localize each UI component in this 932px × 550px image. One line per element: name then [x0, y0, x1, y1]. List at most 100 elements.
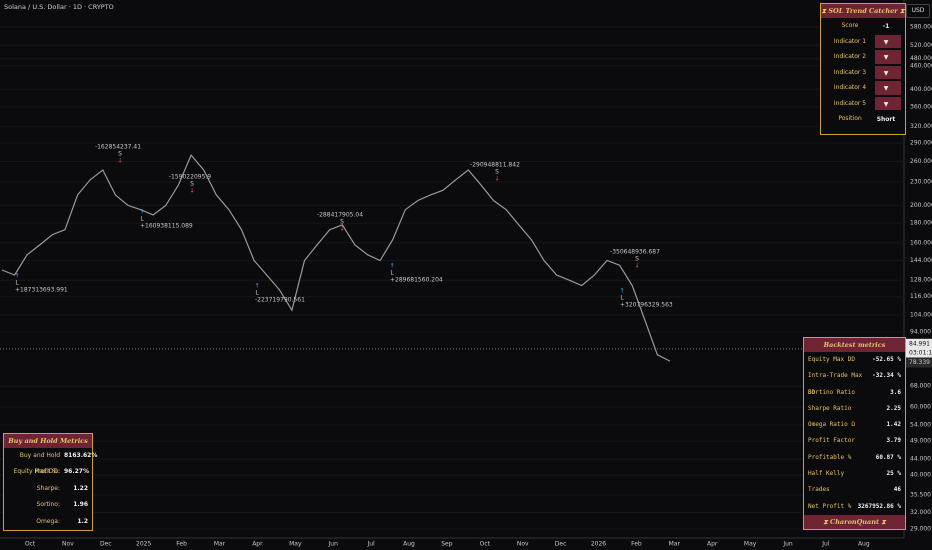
- low-price-box: [905, 357, 932, 368]
- row-value: 60.87 %: [875, 453, 901, 461]
- x-tick-label: Nov: [62, 541, 74, 548]
- y-tick-label: 116.000: [910, 293, 932, 300]
- row-label: Profit Factor: [808, 437, 855, 445]
- table-row: Indicator 1 ▼: [821, 34, 905, 50]
- trade-side: L: [255, 290, 259, 297]
- trade-profit: -162854237.41: [95, 144, 141, 151]
- row-value: ▼: [875, 96, 901, 110]
- y-tick-label: 29.000: [910, 526, 931, 533]
- y-tick-label: 49.000: [910, 438, 931, 445]
- row-label: Sortino Ratio: [808, 388, 855, 396]
- x-tick-label: Jun: [782, 541, 793, 548]
- x-tick-label: Mar: [214, 541, 226, 548]
- table-title: Buy and Hold Metrics: [4, 434, 92, 448]
- row-label: Score: [841, 22, 859, 29]
- y-tick-label: 520.000: [910, 42, 932, 49]
- x-tick-label: Oct: [25, 541, 36, 548]
- y-tick-label: 260.000: [910, 158, 932, 165]
- x-tick-label: Sep: [441, 541, 453, 548]
- x-tick-label: Dec: [100, 541, 112, 548]
- trade-arrow: ↑: [389, 263, 394, 270]
- x-tick-label: Apr: [252, 541, 263, 548]
- row-label: Intra-Trade Max DD: [808, 372, 863, 396]
- table-row: Equity Max DD -52.65 %: [804, 352, 905, 368]
- y-tick-label: 128.000: [910, 277, 932, 284]
- x-tick-label: Nov: [517, 541, 529, 548]
- y-tick-label: 400.000: [910, 86, 932, 93]
- row-label: Indicator 3: [833, 68, 867, 76]
- row-value: ▼: [875, 81, 901, 95]
- x-tick-label: Oct: [480, 541, 491, 548]
- row-value: 25 %: [886, 470, 901, 478]
- trade-arrow: ↓: [634, 263, 639, 270]
- currency-button[interactable]: USD: [906, 4, 930, 18]
- row-label: Indicator 2: [833, 53, 867, 60]
- row-label: Omega Ratio Ω: [808, 421, 855, 429]
- row-value: 96.27%: [64, 468, 89, 476]
- trade-side: S: [495, 169, 499, 176]
- row-value: 1.2: [77, 517, 88, 525]
- last-price-box: [905, 338, 932, 358]
- trade-arrow: ↓: [494, 176, 499, 183]
- buy-hold-table: Buy and Hold Metrics Buy and Hold Profit …: [3, 433, 97, 531]
- y-tick-label: 32.000: [910, 509, 931, 516]
- y-tick-label: 200.000: [910, 202, 932, 209]
- trade-side: L: [140, 216, 144, 223]
- row-label: Equity Max DD: [808, 356, 855, 363]
- y-tick-label: 320.000: [910, 123, 932, 130]
- table-row: Score -1: [821, 18, 905, 34]
- table-row: Position Short: [821, 111, 905, 127]
- trade-profit: +320796329.563: [620, 302, 673, 309]
- y-tick-label: 94.000: [910, 328, 931, 335]
- row-value: -32.34 %: [872, 372, 901, 380]
- y-tick-label: 580.000: [910, 24, 932, 31]
- row-label: Half Kelly: [808, 470, 845, 478]
- trade-side: L: [620, 295, 624, 302]
- x-tick-label: Apr: [707, 541, 718, 548]
- x-tick-label: Feb: [631, 541, 642, 548]
- table-row: Trades 46: [804, 482, 905, 498]
- x-tick-label: Jun: [328, 541, 339, 548]
- row-value: Short: [876, 116, 896, 123]
- trend-catcher-table: ⧗ SOL Trend Catcher ⧗ Score -1 Indicator 1 ▼…: [820, 3, 906, 135]
- trade-side: L: [15, 280, 19, 287]
- table-row: Equity Max DD: 96.27%: [4, 464, 92, 480]
- table-row: Indicator 5 ▼: [821, 96, 905, 112]
- table-row: Omega: 1.2: [4, 514, 92, 530]
- table-row: Sortino: 1.96: [4, 497, 92, 513]
- y-tick-label: 104.000: [910, 311, 932, 318]
- trade-arrow: ↑: [619, 288, 624, 295]
- row-value: 3267952.86 %: [857, 502, 901, 510]
- table-row: Profitable % 60.87 %: [804, 450, 905, 466]
- trade-side: S: [118, 151, 122, 158]
- table-row: Sortino Ratio 3.6: [804, 385, 905, 401]
- y-tick-label: 68.000: [910, 383, 931, 390]
- trade-profit: -223719790.561: [255, 297, 305, 304]
- symbol-header: Solana / U.S. Dollar · 1D · CRYPTO: [4, 3, 114, 11]
- row-label: Indicator 5: [833, 99, 867, 107]
- x-tick-label: Mar: [669, 541, 681, 548]
- row-label: Trades: [808, 486, 830, 494]
- y-tick-label: 160.000: [910, 239, 932, 246]
- table-row: Omega Ratio Ω 1.42: [804, 417, 905, 433]
- y-tick-label: 54.000: [910, 421, 931, 428]
- trade-side: S: [190, 181, 194, 188]
- x-tick-label: Dec: [555, 541, 567, 548]
- trade-arrow: ↑: [254, 283, 259, 290]
- row-label: Buy and Hold Profit %:: [19, 452, 60, 476]
- low-price-label: 78.339: [909, 359, 930, 366]
- trade-profit: -159022095.9: [169, 174, 211, 181]
- table-row: Indicator 3 ▼: [821, 65, 905, 81]
- row-value: ▼: [875, 50, 901, 64]
- trade-profit: -290948811.842: [470, 162, 520, 169]
- row-value: 8163.62%: [64, 452, 98, 459]
- row-label: Omega:: [36, 517, 60, 525]
- row-label: Sharpe Ratio: [808, 404, 852, 412]
- table-title: Backtest metrics: [804, 338, 905, 352]
- table-row: Sharpe: 1.22: [4, 481, 92, 497]
- table-title: ⧗ SOL Trend Catcher ⧗: [821, 4, 905, 18]
- y-tick-label: 44.000: [910, 456, 931, 463]
- row-value: 2.25: [886, 404, 901, 412]
- y-tick-label: 230.000: [910, 178, 932, 185]
- row-value: -1: [882, 23, 890, 30]
